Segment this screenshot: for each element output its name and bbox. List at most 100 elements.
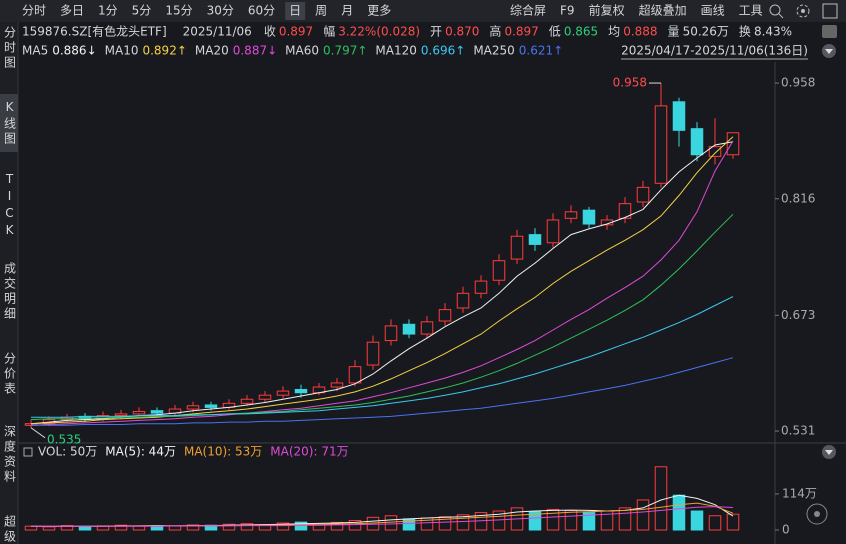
- tool-button[interactable]: F9: [560, 4, 575, 18]
- vol-legend-marker: [23, 447, 33, 457]
- ma-name: MA5: [22, 44, 48, 58]
- quote-label: 高: [489, 24, 501, 39]
- volume-bar: [690, 510, 704, 531]
- tool-button[interactable]: 前复权: [589, 3, 625, 18]
- candle-body: [708, 146, 722, 157]
- ma-line: [30, 140, 734, 426]
- volume-bar: [348, 520, 362, 531]
- candle-body: [294, 388, 308, 394]
- period-tab[interactable]: 日: [289, 4, 301, 18]
- annotation: 0.535: [47, 432, 81, 446]
- sidebar-tab[interactable]: K线图: [3, 100, 17, 147]
- volume-bar: [60, 525, 74, 531]
- ma-trend: ↑: [357, 44, 367, 58]
- icon-zoom[interactable]: [806, 503, 828, 525]
- volume-bar: [726, 513, 740, 531]
- candle-body: [636, 186, 650, 203]
- volume-bar: [456, 514, 470, 531]
- date-range[interactable]: 2025/04/17-2025/11/06(136日): [621, 44, 808, 58]
- icon-expand[interactable]: [822, 3, 838, 19]
- volume-bar: [132, 525, 146, 531]
- ma-value: 0.887: [233, 44, 267, 58]
- volume-bar: [708, 515, 722, 531]
- quote-value: 3.22%(0.028): [338, 25, 420, 39]
- candle-body: [672, 101, 686, 131]
- volume-bar: [528, 511, 542, 531]
- period-tab[interactable]: 月: [341, 4, 353, 18]
- volume-bar: [240, 523, 254, 531]
- volume-bar: [168, 525, 182, 531]
- sidebar-tab[interactable]: 分价表: [3, 352, 17, 397]
- volume-bar: [186, 524, 200, 531]
- vol-ma-line: [31, 506, 734, 527]
- toolbar-bg: [0, 0, 846, 22]
- period-tab[interactable]: 30分: [207, 4, 234, 18]
- sidebar-tab[interactable]: 分时图: [3, 26, 17, 71]
- y-tick-label: 0.673: [781, 308, 815, 322]
- period-tab[interactable]: 周: [315, 4, 327, 18]
- volume-bar: [114, 524, 128, 531]
- icon-wp[interactable]: [822, 25, 837, 38]
- y-tick-label: 0.816: [781, 191, 815, 205]
- candle-body: [366, 341, 380, 366]
- volume-bar: [654, 466, 668, 531]
- sidebar-tab[interactable]: 超级: [3, 514, 17, 544]
- quote-label: 收: [264, 25, 276, 39]
- period-tab[interactable]: 多日: [60, 4, 84, 18]
- tool-button[interactable]: 工具: [739, 4, 763, 18]
- ma-name: MA10: [105, 44, 139, 58]
- quote-value: 0.888: [623, 25, 657, 39]
- period-tab[interactable]: 15分: [165, 4, 192, 18]
- candle-body: [528, 234, 542, 245]
- candle-body: [492, 260, 506, 281]
- ma-line: [31, 296, 734, 418]
- volume-bar: [276, 522, 290, 531]
- quote-label: 量: [668, 25, 680, 39]
- icon-collapse[interactable]: [822, 445, 836, 459]
- icon-search[interactable]: [769, 4, 784, 19]
- candle-body: [150, 410, 164, 414]
- tool-button[interactable]: 画线: [701, 4, 725, 18]
- candle-body: [582, 209, 596, 225]
- candle-body: [618, 203, 632, 219]
- volume-bar: [222, 523, 236, 531]
- ma-trend: ↓: [87, 44, 97, 58]
- candle-body: [114, 413, 128, 417]
- tool-button[interactable]: 超级叠加: [639, 3, 687, 18]
- candle-body: [420, 321, 434, 335]
- candle-body: [402, 323, 416, 335]
- candle-body: [204, 404, 218, 408]
- period-active: [285, 2, 306, 20]
- vol-legend: MA(5): 44万: [105, 445, 176, 459]
- ma-trend: ↑: [177, 44, 187, 58]
- sidebar-bg: [0, 22, 18, 544]
- candle-body: [654, 105, 668, 184]
- volume-bar: [582, 512, 596, 531]
- symbol: 159876.SZ[有色龙头ETF]: [22, 25, 167, 39]
- period-tab[interactable]: 1分: [98, 4, 118, 18]
- volume-bar: [24, 525, 38, 531]
- candle-body: [330, 382, 344, 388]
- period-tab[interactable]: 分时: [22, 4, 46, 18]
- ma-value: 0.797: [323, 44, 357, 58]
- sidebar-tab[interactable]: TICK: [3, 172, 17, 240]
- period-tab[interactable]: 更多: [367, 4, 391, 18]
- volume-bar: [294, 521, 308, 531]
- sidebar-tab[interactable]: 深度资料: [3, 425, 17, 485]
- sidebar-tab[interactable]: 成交明细: [3, 262, 17, 322]
- period-tab[interactable]: 5分: [132, 4, 152, 18]
- icon-dropdown[interactable]: [822, 44, 836, 58]
- quote-value: 0.897: [504, 25, 538, 39]
- annotation-arrow: [30, 427, 46, 439]
- candle-body: [348, 366, 362, 384]
- vol-legend: MA(10): 53万: [184, 445, 262, 459]
- period-tab[interactable]: 60分: [248, 4, 275, 18]
- vol-legend: MA(20): 71万: [270, 445, 348, 459]
- candle-body: [438, 309, 452, 322]
- icon-settings[interactable]: [796, 4, 810, 18]
- candle-body: [456, 292, 470, 309]
- tool-button[interactable]: 综合屏: [510, 3, 546, 18]
- ma-line: [30, 136, 734, 425]
